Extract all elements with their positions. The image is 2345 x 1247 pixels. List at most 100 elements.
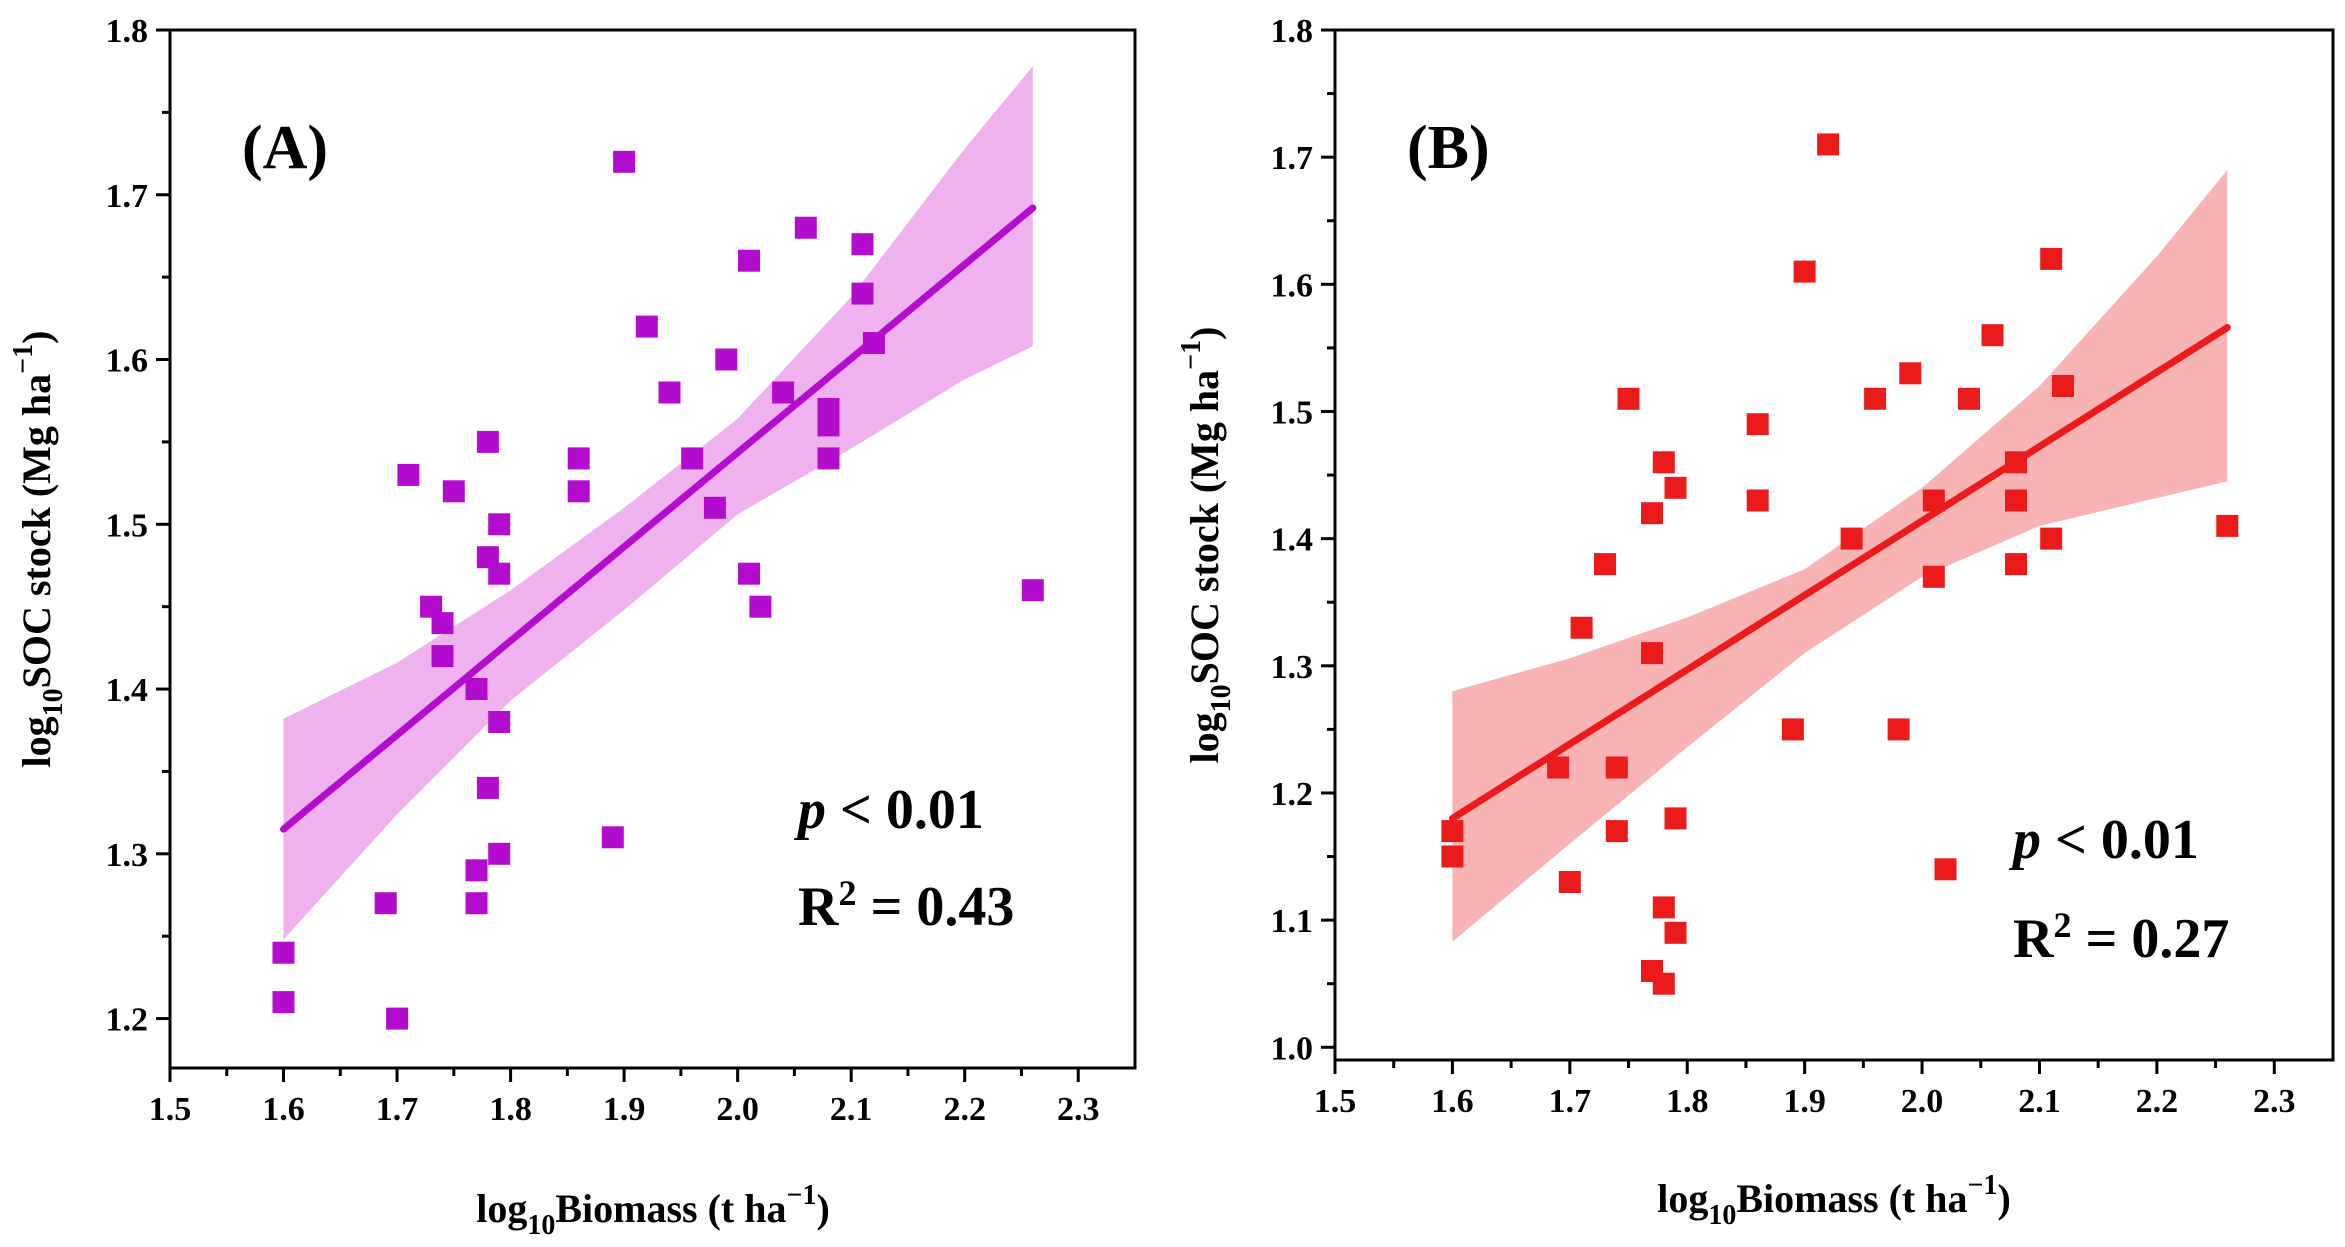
x-title-superscript: −1 [786, 1180, 816, 1211]
x-title-prefix: log [1657, 1176, 1708, 1221]
data-point [601, 826, 624, 849]
data-point [1441, 820, 1464, 843]
y-tick-label: 1.7 [106, 178, 149, 215]
p-symbol: p [2009, 809, 2041, 871]
y-axis-ticks: 1.0 1.1 1.2 1.3 1.4 1.5 1.6 1.7 1.8 [1271, 13, 1335, 1067]
data-point [817, 447, 840, 470]
data-point [465, 678, 488, 700]
data-point [1864, 387, 1887, 410]
x-title-suffix: ) [816, 1186, 829, 1231]
data-point [681, 447, 704, 470]
x-tick-label: 2.3 [2253, 1083, 2296, 1120]
data-point [1899, 362, 1922, 385]
y-title-suffix: ) [14, 331, 59, 344]
x-tick-label: 2.3 [1057, 1091, 1100, 1128]
data-point [1652, 451, 1675, 474]
y-tick-label: 1.0 [1271, 1030, 1314, 1067]
data-point [2005, 489, 2027, 512]
x-title-subscript: 10 [1708, 1200, 1736, 1231]
y-title-main: SOC stock (Mg ha [14, 374, 59, 688]
data-point [851, 233, 874, 256]
data-point [476, 776, 499, 799]
x-tick-label: 2.0 [1901, 1083, 1944, 1120]
y-tick-label: 1.7 [1271, 140, 1314, 177]
data-point [1817, 133, 1840, 156]
x-tick-label: 1.5 [1314, 1083, 1357, 1120]
confidence-band [283, 66, 1033, 940]
data-point [1664, 921, 1687, 944]
data-point [1840, 527, 1863, 550]
data-point [1547, 756, 1570, 779]
data-point [1664, 476, 1687, 499]
x-tick-label: 1.7 [1549, 1083, 1592, 1120]
data-point [1922, 489, 1945, 512]
y-tick-label: 1.3 [106, 837, 149, 874]
data-point [397, 463, 420, 486]
p-symbol: p [794, 779, 826, 841]
r2-value: = 0.43 [856, 876, 1014, 938]
data-point [476, 430, 499, 453]
data-point [1558, 871, 1581, 893]
y-title-suffix: ) [1182, 327, 1227, 340]
data-point [635, 315, 658, 338]
data-point [817, 414, 840, 437]
x-tick-label: 1.8 [489, 1091, 532, 1128]
data-point [1652, 972, 1675, 995]
x-tick-label: 1.6 [262, 1091, 305, 1128]
data-point [567, 447, 590, 470]
data-point [772, 381, 795, 404]
data-point [1641, 502, 1663, 525]
data-point [442, 480, 465, 503]
r2-superscript: 2 [2053, 905, 2071, 945]
data-point [1021, 579, 1044, 602]
data-point [272, 941, 295, 964]
x-title-subscript: 10 [527, 1210, 555, 1241]
y-tick-label: 1.3 [1271, 649, 1314, 686]
x-tick-label: 2.1 [2018, 1083, 2061, 1120]
data-point [1887, 718, 1910, 741]
y-title-prefix: log [14, 716, 59, 767]
y-title-main: SOC stock (Mg ha [1182, 370, 1227, 684]
regression-line [1448, 324, 2231, 822]
panel-label: (B) [1407, 114, 1490, 182]
data-point [1641, 642, 1663, 665]
panel-label: (A) [242, 114, 328, 182]
data-point [1652, 896, 1675, 919]
data-point [851, 282, 874, 305]
x-title-main: Biomass (t ha [1736, 1176, 1967, 1221]
y-tick-label: 1.6 [106, 343, 149, 380]
data-point [738, 249, 760, 272]
data-point [386, 1007, 409, 1030]
data-point [567, 480, 590, 503]
x-axis-ticks: 1.5 1.6 1.7 1.8 1.9 2.0 2.1 2.2 2.3 [149, 1068, 1100, 1128]
data-point [862, 332, 885, 354]
data-point [431, 645, 454, 668]
data-point [1441, 845, 1464, 868]
data-point [2052, 375, 2074, 397]
data-point [715, 348, 738, 371]
data-point [1570, 616, 1593, 639]
y-tick-label: 1.4 [106, 672, 149, 709]
y-title-superscript: −1 [8, 344, 39, 374]
r-squared-label: R2 = 0.27 [2013, 905, 2229, 970]
data-point [488, 513, 511, 536]
data-point [1605, 756, 1628, 779]
data-point [1605, 820, 1628, 843]
x-axis-title: log10Biomass (t ha−1) [476, 1180, 830, 1241]
r2-prefix: R [798, 876, 839, 938]
x-tick-label: 1.7 [376, 1091, 419, 1128]
y-tick-label: 1.6 [1271, 267, 1314, 304]
data-point [431, 612, 454, 635]
data-point [613, 150, 636, 173]
data-point [2040, 527, 2063, 550]
confidence-band [1452, 169, 2228, 942]
plot-frame [168, 28, 1137, 1070]
x-title-superscript: −1 [1967, 1170, 1997, 1201]
x-tick-label: 1.9 [1783, 1083, 1826, 1120]
x-tick-label: 2.2 [943, 1091, 986, 1128]
x-tick-label: 1.6 [1431, 1083, 1474, 1120]
y-tick-label: 1.4 [1271, 522, 1314, 559]
x-title-prefix: log [476, 1186, 527, 1231]
data-point [1981, 324, 2004, 347]
p-value-text: < 0.01 [2041, 809, 2199, 871]
